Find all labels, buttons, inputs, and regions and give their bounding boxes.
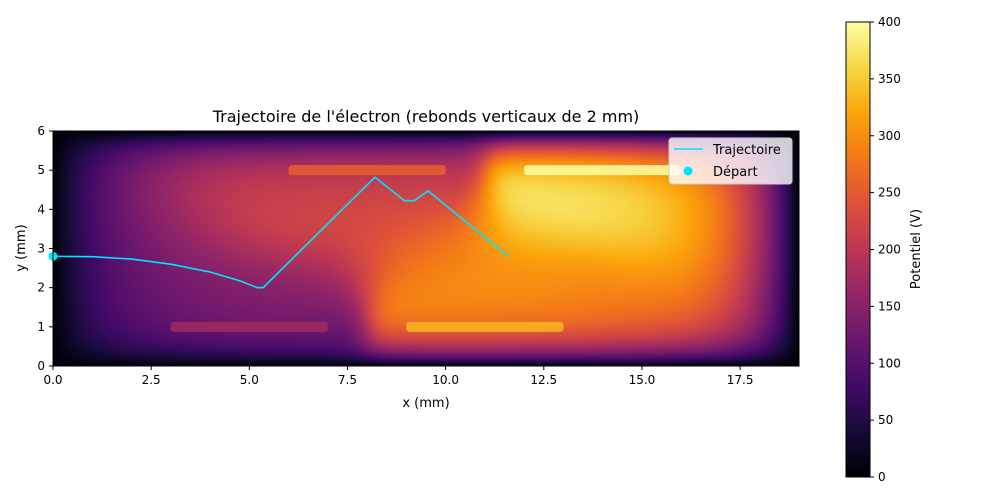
x-tick-label: 0.0 [43,373,62,387]
y-tick-label: 4 [37,202,45,216]
x-tick-label: 17.5 [727,373,754,387]
x-tick-label: 2.5 [142,373,161,387]
y-tick-label: 2 [37,281,45,295]
y-tick-label: 0 [37,359,45,373]
electrodes [170,165,682,332]
y-tick-label: 1 [37,320,45,334]
colorbar-tick-label: 150 [878,299,901,313]
legend-start-label: Départ [713,165,758,180]
legend-start-marker [683,166,693,176]
colorbar-tick-label: 200 [878,243,901,257]
electrode-1 [524,165,682,176]
colorbar-gradient [846,22,870,477]
colorbar: 0 50 100 150 200 250 300 350 400 Potentiel (V) [845,15,924,484]
y-tick-label: 3 [37,242,45,256]
y-tick-label: 6 [37,124,45,138]
legend-trajectory-label: Trajectoire [712,143,781,158]
colorbar-label: Potentiel (V) [909,209,924,289]
colorbar-tick-label: 0 [878,470,886,484]
x-tick-label: 5.0 [240,373,259,387]
trajectory-line [53,176,509,289]
colorbar-tick-label: 250 [878,186,901,200]
x-tick-label: 7.5 [338,373,357,387]
colorbar-tick-label: 50 [878,413,893,427]
x-tick-label: 12.5 [530,373,557,387]
colorbar-ticks: 0 50 100 150 200 250 300 350 400 [870,15,901,484]
x-axis: 0.0 2.5 5.0 7.5 10.0 12.5 15.0 17.5 [43,366,753,387]
colorbar-tick-label: 400 [878,15,901,29]
chart-title: Trajectoire de l'électron (rebonds verti… [212,107,640,126]
electrode-2 [170,321,328,332]
y-axis: 0 1 2 3 4 5 6 [37,124,53,373]
x-tick-label: 10.0 [432,373,459,387]
colorbar-tick-label: 300 [878,129,901,143]
trajectory-layer [53,176,509,289]
x-tick-label: 15.0 [629,373,656,387]
x-axis-label: x (mm) [402,396,449,411]
y-axis-label: y (mm) [14,224,29,271]
colorbar-tick-label: 100 [878,356,901,370]
colorbar-tick-label: 350 [878,72,901,86]
y-tick-label: 5 [37,163,45,177]
electrode-3 [406,321,564,332]
electrode-0 [288,165,446,176]
legend: Trajectoire Départ [668,137,793,185]
